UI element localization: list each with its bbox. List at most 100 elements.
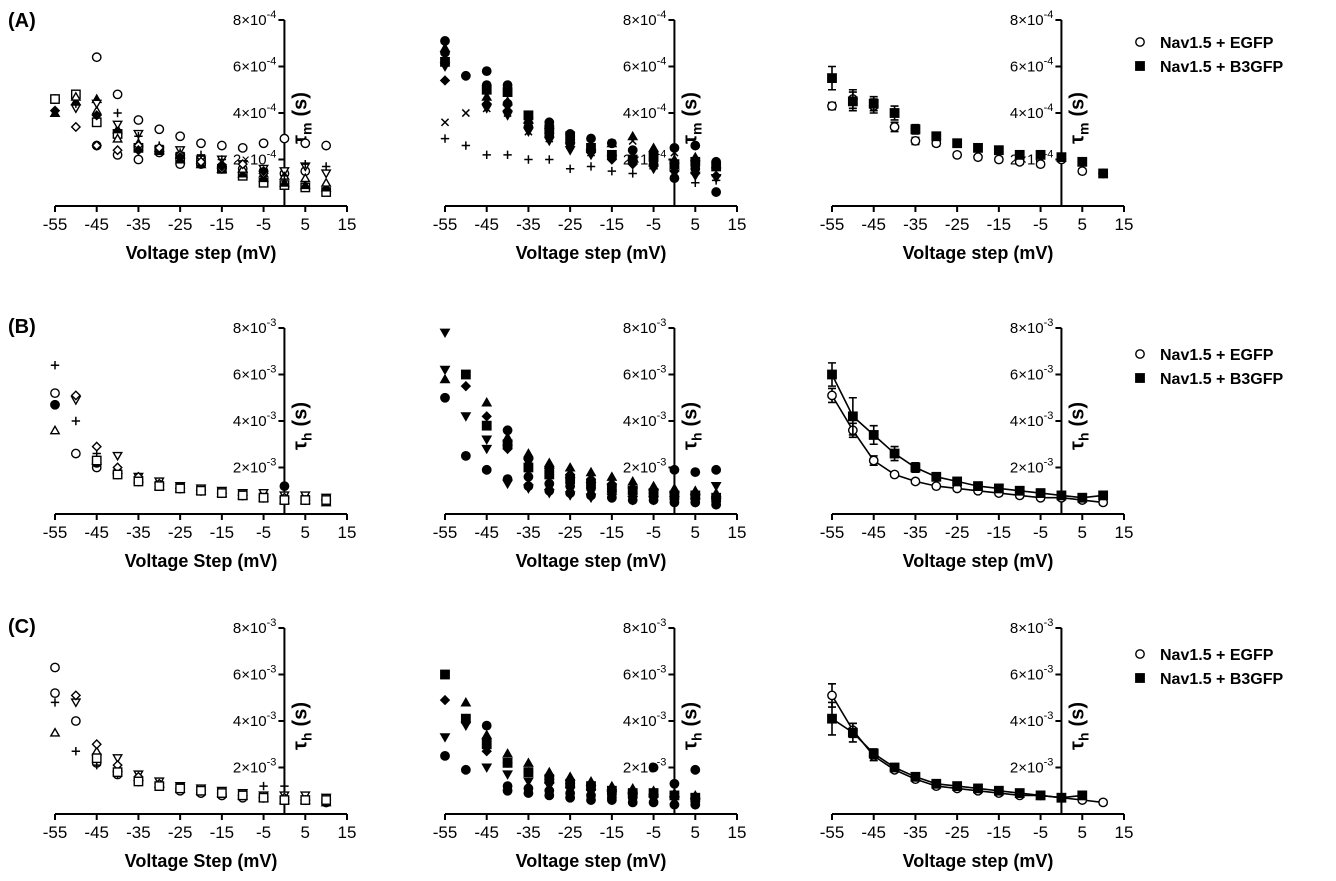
data-point [237,790,248,801]
data-point [1035,159,1046,170]
y-tick-label: 6×10-4 [623,56,667,76]
y-tick-exponent: -4 [1044,9,1054,21]
data-point [1077,790,1088,801]
data-point [889,469,900,480]
y-tick-times: ×10 [241,713,266,730]
data-point [1077,166,1088,177]
data-point [320,169,332,179]
y-tick-exponent: -4 [267,9,277,21]
data-point [523,481,534,491]
data-point [460,696,472,707]
data-point [280,171,289,180]
y-tick-label: 2×10-3 [233,457,277,477]
y-tick-label: 4×10-3 [233,710,277,730]
y-label-subscript: h [1075,432,1091,441]
data-point [440,669,450,680]
legend-label-egfp: Nav1.5 + EGFP [1160,35,1274,52]
series-9 [49,105,269,177]
y-label-symbol: τ [289,135,311,144]
y-tick-exponent: -3 [1044,457,1054,469]
data-point [50,361,60,370]
data-point [481,746,492,757]
data-point [481,435,493,446]
x-tick-label: -25 [168,823,193,842]
data-point [237,168,249,178]
data-point [112,120,123,131]
data-point [70,690,82,701]
data-point [627,158,638,170]
data-point [481,734,492,745]
y-label-subscript: m [298,123,314,135]
fit-line [831,394,1104,504]
data-point [50,688,60,698]
data-point [670,173,679,183]
data-point [524,127,533,136]
data-point [952,149,963,160]
y-tick-times: ×10 [241,460,266,477]
data-point [481,763,493,773]
y-label-unit: (s) [679,702,701,726]
data-point [993,483,1004,494]
data-point [690,764,701,775]
legend-label-b3gfp: Nav1.5 + B3GFP [1160,371,1284,388]
data-point [70,390,82,401]
data-point [586,162,596,171]
data-point [91,739,102,750]
data-point [482,150,491,160]
data-point [460,721,472,732]
y-axis-label: τh (s) [289,402,314,450]
data-point [649,150,658,159]
series-8 [440,134,721,187]
y-tick-label: 8×10-3 [1010,617,1054,637]
y-tick-mantissa: 4 [1010,713,1018,730]
data-point [174,151,186,163]
x-axis-label: Voltage step (mV) [516,851,667,871]
y-tick-label: 8×10-3 [233,617,277,637]
data-point [910,476,921,487]
data-point [670,148,679,157]
data-point [196,785,206,796]
y-label-unit: (s) [679,92,701,116]
y-tick-times: ×10 [241,12,266,29]
x-tick-label: -45 [474,215,499,234]
y-tick-times: ×10 [631,59,656,76]
y-tick-times: ×10 [241,367,266,384]
data-point [439,365,451,376]
data-point [889,448,900,459]
data-point [133,145,144,156]
data-point [711,464,722,475]
x-tick-label: -45 [84,215,109,234]
data-point [279,481,290,491]
x-tick-label: -55 [433,523,458,542]
y-tick-mantissa: 8 [623,320,631,337]
x-tick-label: -15 [210,823,235,842]
y-axis-label: τh (s) [679,702,704,750]
series-3 [440,56,722,172]
data-point [154,781,165,792]
data-point [503,150,512,160]
y-tick-times: ×10 [241,413,266,430]
data-point [461,108,470,118]
y-tick-exponent: -3 [657,664,667,676]
y-label-unit: (s) [289,92,311,116]
data-point [237,490,248,501]
data-point [50,698,60,707]
y-tick-exponent: -4 [1044,102,1054,114]
data-point [175,131,186,142]
x-tick-label: -35 [126,523,151,542]
data-point [112,89,123,100]
x-tick-label: -25 [168,215,193,234]
data-point [258,138,269,149]
y-tick-times: ×10 [241,620,266,637]
data-point [889,108,900,118]
data-point [502,443,513,455]
data-point [196,138,206,149]
y-tick-mantissa: 6 [1010,667,1018,684]
y-tick-exponent: -4 [657,56,667,68]
y-tick-label: 6×10-4 [233,56,277,76]
row-label-b: (B) [8,316,36,338]
data-point [50,94,60,104]
y-tick-times: ×10 [1018,413,1043,430]
